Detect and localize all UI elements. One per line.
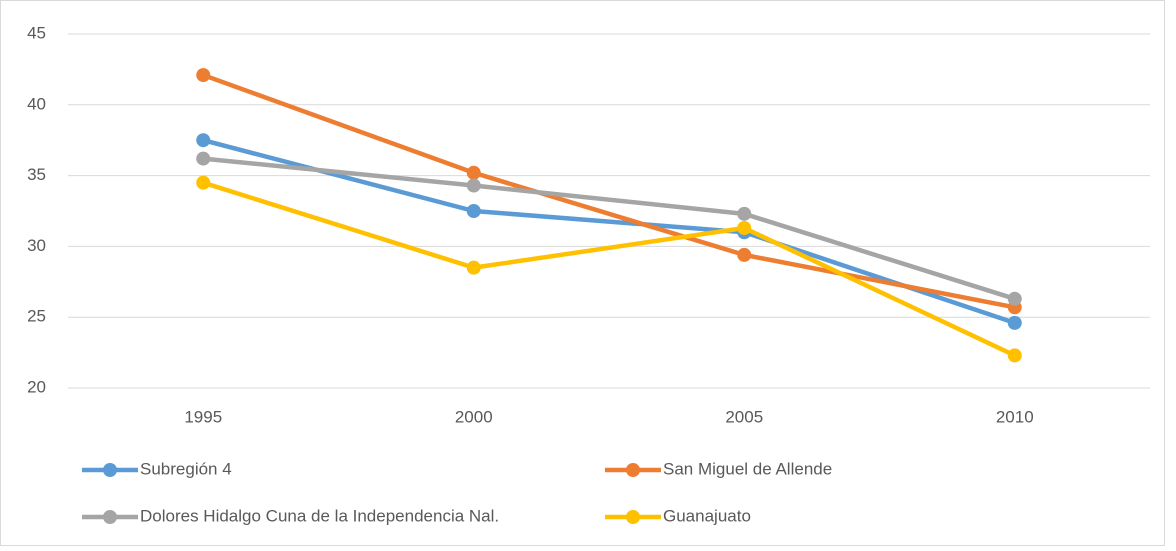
y-tick-label: 25 — [27, 307, 46, 326]
series-line — [203, 156, 1016, 301]
legend-marker — [103, 510, 117, 524]
series-line — [202, 138, 1016, 325]
point — [1007, 315, 1022, 330]
point — [466, 204, 481, 218]
point — [1007, 291, 1022, 306]
x-tick-label: 2010 — [996, 407, 1034, 426]
point — [196, 175, 211, 190]
point — [466, 165, 481, 180]
legend-label: Subregión 4 — [140, 459, 232, 478]
legend-marker — [626, 510, 640, 524]
y-tick-label: 35 — [27, 165, 46, 184]
legend-marker — [626, 463, 640, 477]
legend-label: Guanajuato — [663, 506, 751, 525]
point — [737, 247, 752, 262]
y-tick-label: 30 — [27, 236, 46, 255]
series-line — [202, 180, 1016, 358]
x-tick-label: 2000 — [455, 407, 493, 426]
point — [737, 220, 752, 235]
legend-label: Dolores Hidalgo Cuna de la Independencia… — [140, 506, 499, 525]
x-tick-label: 1995 — [184, 407, 222, 426]
point — [196, 68, 211, 83]
series-line — [202, 72, 1016, 310]
y-tick-label: 45 — [27, 23, 46, 42]
point — [737, 206, 752, 221]
point — [196, 133, 211, 148]
y-tick-label: 40 — [27, 94, 46, 113]
x-tick-label: 2005 — [725, 407, 763, 426]
legend-label: San Miguel de Allende — [663, 459, 832, 478]
point — [466, 260, 481, 275]
point — [466, 178, 481, 193]
point — [1007, 348, 1022, 363]
point — [196, 151, 211, 166]
legend-marker — [103, 463, 117, 477]
y-tick-label: 20 — [27, 377, 46, 396]
